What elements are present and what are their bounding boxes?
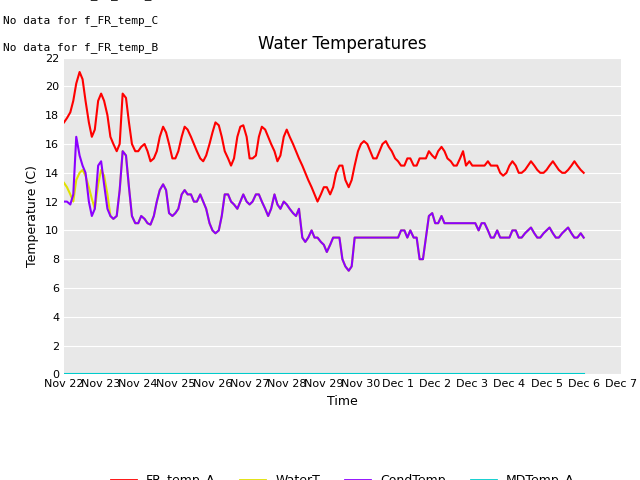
WaterT [561, 228, 569, 233]
FR_temp_A [481, 163, 488, 168]
Title: Water Temperatures: Water Temperatures [258, 35, 427, 53]
CondTemp [345, 268, 353, 274]
CondTemp [580, 235, 588, 240]
WaterT [268, 206, 275, 212]
FR_temp_A [202, 153, 210, 158]
Line: FR_temp_A: FR_temp_A [64, 72, 584, 202]
WaterT [481, 220, 488, 226]
CondTemp [561, 228, 569, 233]
Legend: FR_temp_A, WaterT, CondTemp, MDTemp_A: FR_temp_A, WaterT, CondTemp, MDTemp_A [106, 469, 579, 480]
CondTemp [472, 220, 479, 226]
WaterT [119, 148, 127, 154]
FR_temp_A [580, 170, 588, 176]
FR_temp_A [76, 69, 83, 75]
WaterT [580, 235, 588, 240]
WaterT [345, 268, 353, 274]
WaterT [60, 180, 68, 186]
FR_temp_A [561, 170, 569, 176]
Line: CondTemp: CondTemp [64, 137, 584, 271]
FR_temp_A [472, 163, 479, 168]
Text: No data for f_FR_temp_B: No data for f_FR_temp_B [3, 42, 159, 53]
CondTemp [268, 206, 275, 212]
FR_temp_A [509, 158, 516, 164]
CondTemp [481, 220, 488, 226]
WaterT [472, 220, 479, 226]
WaterT [202, 206, 210, 212]
Y-axis label: Temperature (C): Temperature (C) [26, 165, 39, 267]
WaterT [509, 228, 516, 233]
CondTemp [202, 206, 210, 212]
FR_temp_A [314, 199, 321, 204]
FR_temp_A [268, 141, 275, 147]
CondTemp [60, 199, 68, 204]
CondTemp [72, 134, 80, 140]
Line: WaterT: WaterT [64, 151, 584, 271]
FR_temp_A [60, 120, 68, 125]
X-axis label: Time: Time [327, 395, 358, 408]
Text: No data for f_FR_temp_C: No data for f_FR_temp_C [3, 15, 159, 26]
CondTemp [509, 228, 516, 233]
